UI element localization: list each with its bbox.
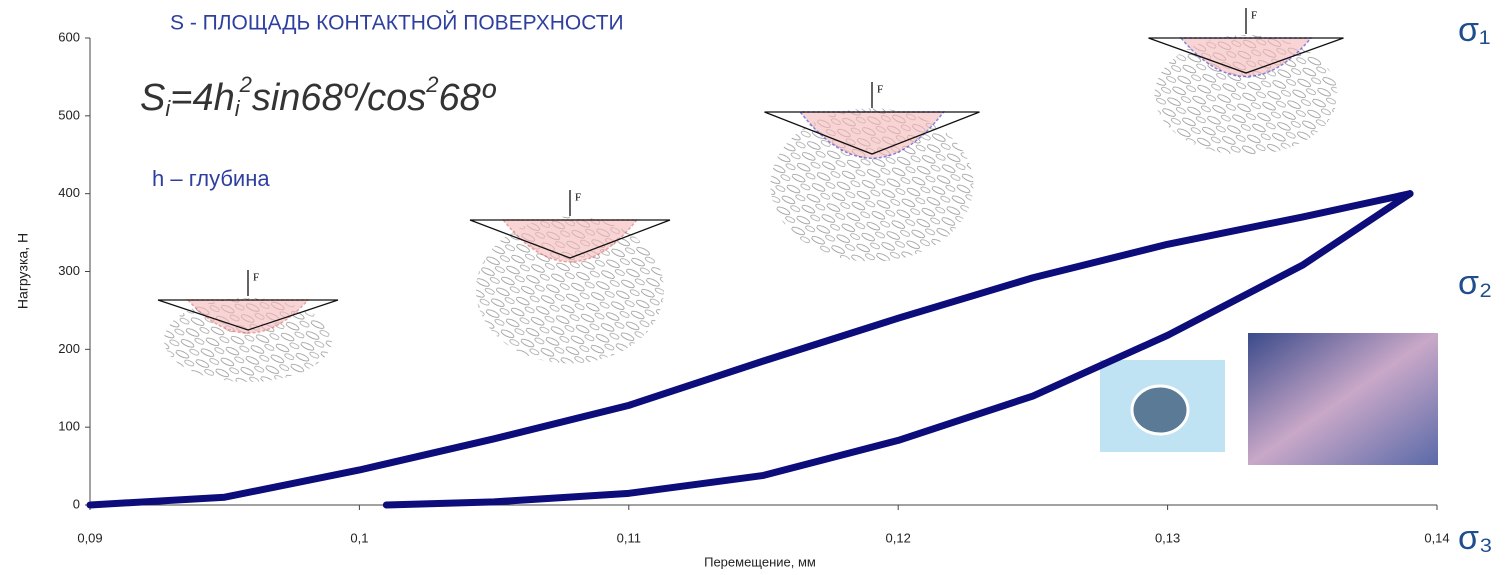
formula: Si=4hi2sin68º/cos268º xyxy=(140,72,497,121)
formula-part: S xyxy=(140,77,165,119)
note: h – глубина xyxy=(152,166,270,191)
x-tick-label: 0,11 xyxy=(617,530,641,545)
y-axis-label: Нагрузка, Н xyxy=(15,233,31,309)
formula-part: i xyxy=(235,96,241,121)
chart: S - ПЛОЩАДЬ КОНТАКТНОЙ ПОВЕРХНОСТИ Si=4h… xyxy=(0,0,1508,575)
y-tick-label: 200 xyxy=(58,341,80,356)
photo xyxy=(1248,333,1438,465)
x-tick-label: 0,13 xyxy=(1155,530,1180,545)
force-label: F xyxy=(575,192,581,204)
formula-part: 68º xyxy=(439,77,497,119)
formula-part: 2 xyxy=(425,72,438,97)
y-tick-label: 0 xyxy=(73,496,80,511)
y-tick-label: 300 xyxy=(58,263,80,278)
formula-part: 2 xyxy=(239,72,252,97)
force-label: F xyxy=(1251,10,1257,22)
force-label: F xyxy=(253,272,259,284)
x-tick-label: 0,1 xyxy=(350,530,368,545)
formula-part: =4h xyxy=(170,77,234,119)
x-axis-label: Перемещение, мм xyxy=(704,554,816,569)
x-tick-label: 0,09 xyxy=(77,530,102,545)
y-tick-label: 600 xyxy=(58,29,80,44)
illustrations: F F F F xyxy=(158,8,1344,382)
x-tick-label: 0,12 xyxy=(886,530,911,545)
x-tick-label: 0,14 xyxy=(1424,530,1449,545)
force-label: F xyxy=(877,84,883,96)
y-tick-label: 400 xyxy=(58,185,80,200)
y-tick-label: 500 xyxy=(58,107,80,122)
stress-label: σ₃ xyxy=(1458,519,1493,557)
stress-label: σ₁ xyxy=(1458,11,1490,49)
formula-part: sin68º/cos xyxy=(252,77,426,119)
photo-detail xyxy=(1132,386,1188,434)
y-tick-label: 100 xyxy=(58,419,80,434)
stress-label: σ₂ xyxy=(1458,264,1492,302)
chart-title: S - ПЛОЩАДЬ КОНТАКТНОЙ ПОВЕРХНОСТИ xyxy=(170,11,624,35)
